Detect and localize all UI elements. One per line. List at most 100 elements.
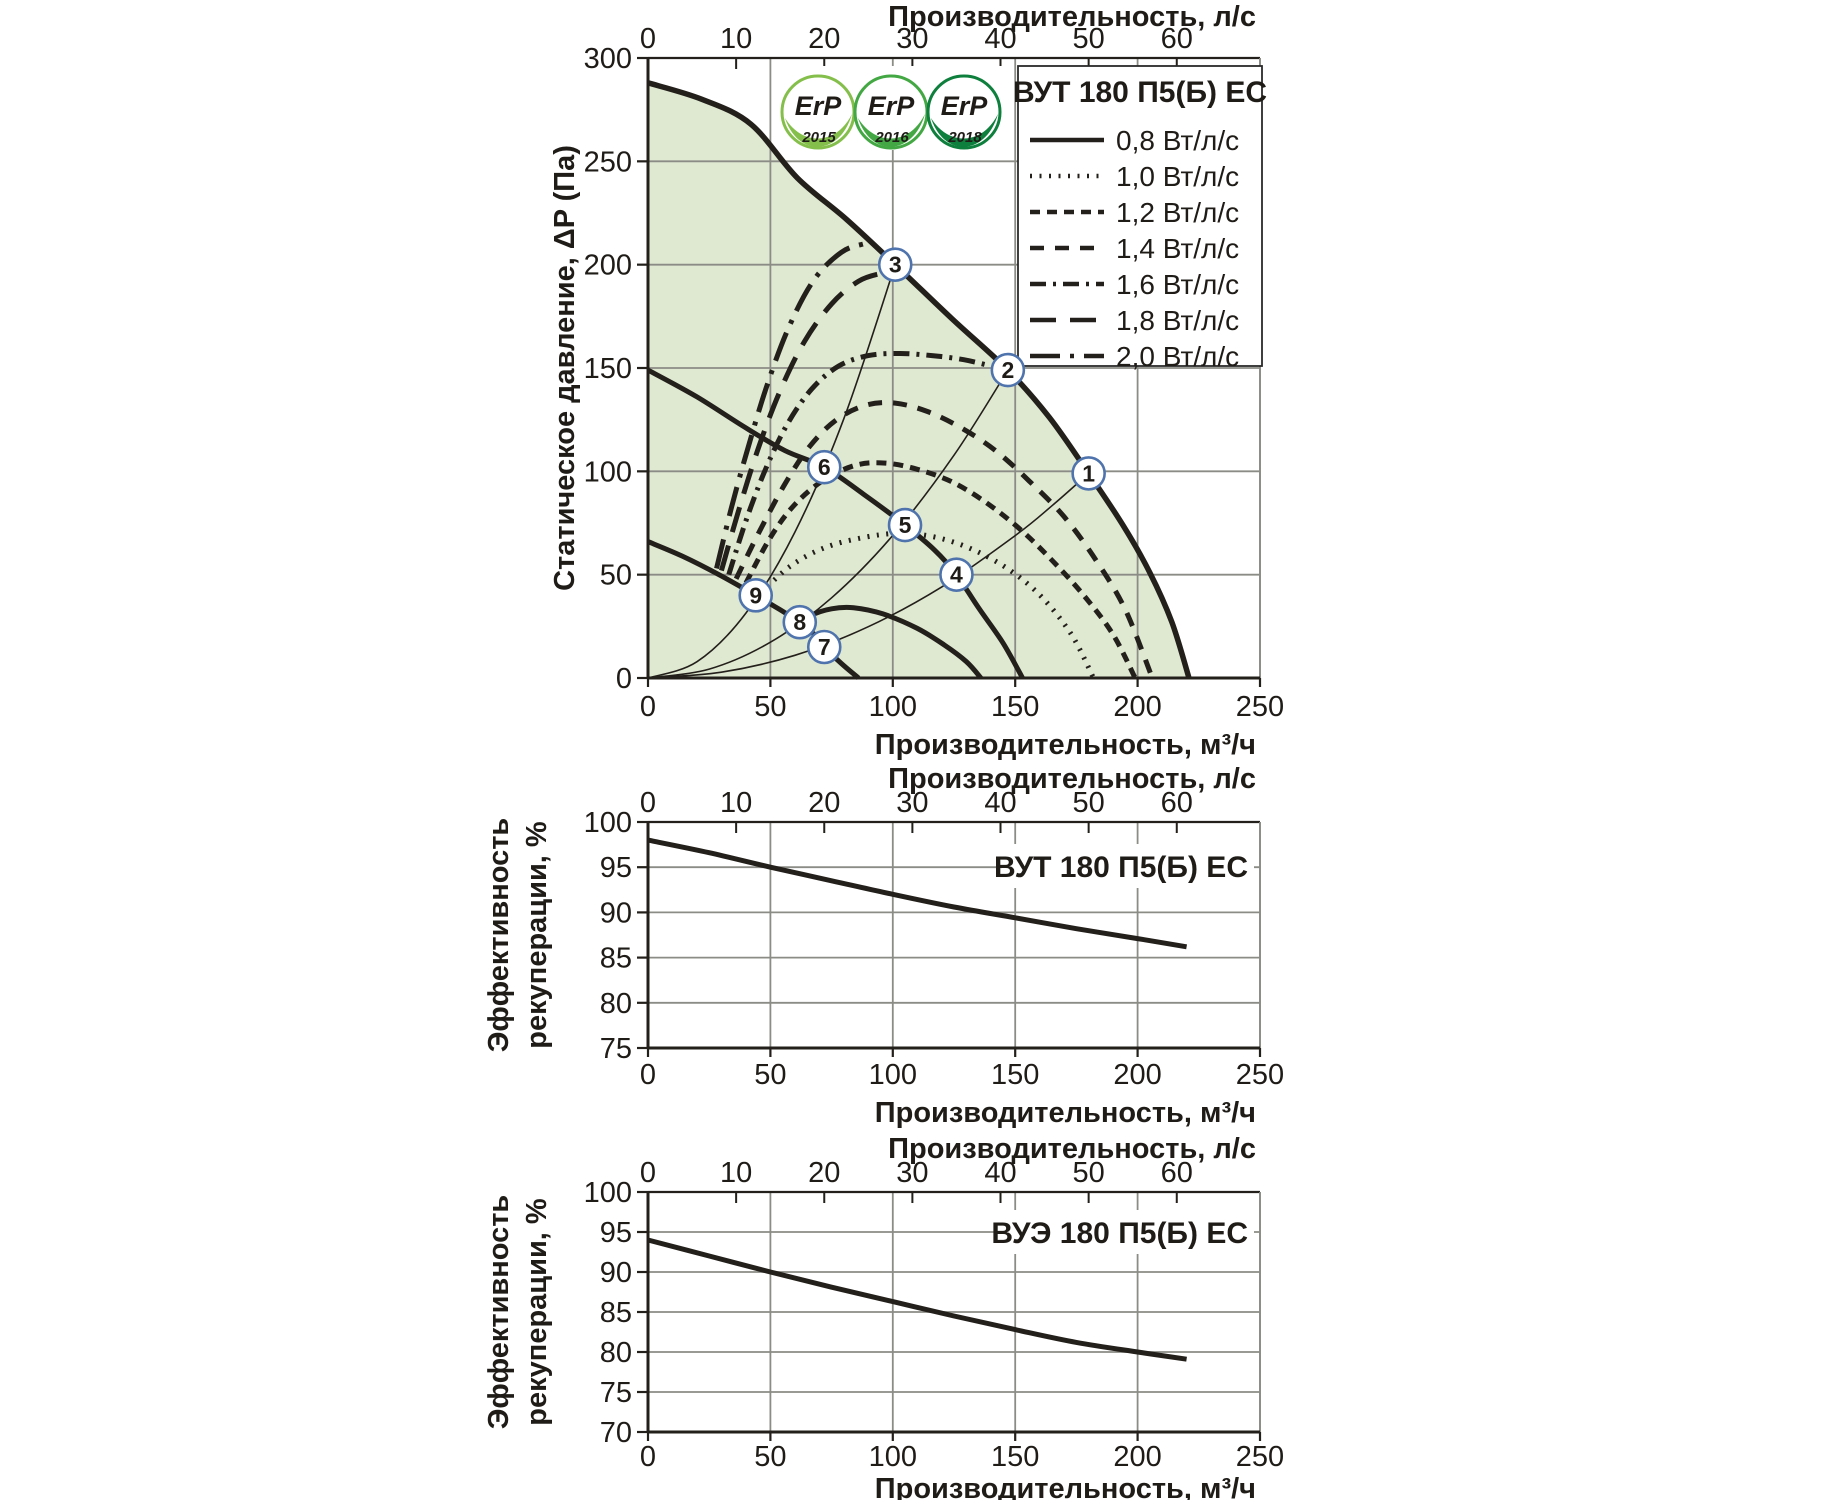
operating-point-marker-8: 8 bbox=[782, 604, 818, 640]
top-x-tick-label: 20 bbox=[808, 1157, 840, 1189]
y-tick-label: 100 bbox=[584, 1177, 632, 1209]
legend-item-label: 1,2 Вт/л/с bbox=[1116, 197, 1239, 228]
y-tick-label: 300 bbox=[584, 43, 632, 75]
operating-point-marker-6: 6 bbox=[806, 449, 842, 485]
x-tick-label: 50 bbox=[754, 1441, 786, 1473]
x-axis-title-top: Производительность, л/с bbox=[888, 1133, 1256, 1165]
y-tick-label: 100 bbox=[584, 807, 632, 839]
sfp-1,8-curve bbox=[719, 268, 898, 572]
erp-2015-badge-icon: ErP 2015 bbox=[780, 74, 856, 150]
operating-point-marker-3: 3 bbox=[877, 247, 913, 282]
title-mask bbox=[1002, 1210, 1254, 1254]
erp-2018-badge-icon: ErP 2018 bbox=[926, 74, 1002, 150]
operating-point-marker-7: 7 bbox=[806, 629, 842, 665]
marker-number: 1 bbox=[1082, 460, 1095, 486]
top-x-tick-label: 10 bbox=[720, 787, 752, 819]
legend-title: ВУТ 180 П5(Б) ЕС bbox=[1013, 76, 1267, 109]
top-x-tick-label: 0 bbox=[640, 1157, 656, 1189]
y-tick-label: 85 bbox=[600, 1297, 632, 1329]
top-x-tick-label: 40 bbox=[984, 787, 1016, 819]
top-x-tick-label: 40 bbox=[984, 23, 1016, 55]
top-x-tick-label: 30 bbox=[896, 23, 928, 55]
x-tick-label: 50 bbox=[754, 691, 786, 723]
marker-number: 7 bbox=[818, 634, 831, 660]
x-tick-label: 250 bbox=[1236, 691, 1284, 723]
operating-point-marker-1: 1 bbox=[1071, 456, 1106, 491]
legend-item-label: 1,4 Вт/л/с bbox=[1116, 233, 1239, 264]
y-tick-label: 100 bbox=[584, 456, 632, 488]
sfp-0,8-curve bbox=[786, 604, 983, 680]
top-x-tick-label: 60 bbox=[1161, 787, 1193, 819]
leaf-icon bbox=[858, 114, 925, 147]
y-axis-title: рекуперации, % bbox=[521, 821, 553, 1049]
legend-item-label: 1,0 Вт/л/с bbox=[1116, 161, 1239, 192]
x-tick-label: 250 bbox=[1236, 1441, 1284, 1473]
x-tick-label: 100 bbox=[869, 1059, 917, 1091]
top-x-tick-label: 50 bbox=[1073, 787, 1105, 819]
chart-title: ВУТ 180 П5(Б) ЕС bbox=[994, 851, 1248, 884]
marker-number: 9 bbox=[749, 582, 762, 608]
x-tick-label: 200 bbox=[1113, 1441, 1161, 1473]
y-tick-label: 50 bbox=[600, 560, 632, 592]
y-tick-label: 75 bbox=[600, 1033, 632, 1065]
x-tick-label: 0 bbox=[640, 1441, 656, 1473]
marker-number: 4 bbox=[950, 562, 963, 588]
marker-number: 3 bbox=[889, 252, 902, 278]
x-tick-label: 150 bbox=[991, 691, 1039, 723]
x-tick-label: 0 bbox=[640, 691, 656, 723]
x-axis-title-top: Производительность, л/с bbox=[888, 1, 1256, 33]
y-tick-label: 250 bbox=[584, 146, 632, 178]
top-x-tick-label: 0 bbox=[640, 23, 656, 55]
sfp-1,2-curve bbox=[743, 460, 1138, 680]
chart-title: ВУЭ 180 П5(Б) ЕС bbox=[991, 1217, 1248, 1250]
y-tick-label: 80 bbox=[600, 1337, 632, 1369]
top-x-tick-label: 60 bbox=[1161, 1157, 1193, 1189]
y-axis-title: Статическое давление, ΔP (Па) bbox=[549, 145, 581, 591]
recovery-efficiency-curve bbox=[647, 1237, 1187, 1362]
x-tick-label: 0 bbox=[640, 1059, 656, 1091]
operating-region bbox=[648, 82, 1189, 679]
top-x-tick-label: 50 bbox=[1073, 1157, 1105, 1189]
fan-curve-max-speed bbox=[647, 80, 1192, 679]
legend-item-label: 0,8 Вт/л/с bbox=[1116, 125, 1239, 156]
marker-number: 2 bbox=[1001, 357, 1014, 383]
system-curve-through-2-5-8 bbox=[647, 369, 1009, 679]
legend-item-label: 1,6 Вт/л/с bbox=[1116, 269, 1239, 300]
y-tick-label: 75 bbox=[600, 1377, 632, 1409]
sfp-1,0-curve bbox=[758, 530, 1096, 680]
top-x-tick-label: 60 bbox=[1161, 23, 1193, 55]
erp-badge-year: 2018 bbox=[947, 129, 982, 146]
x-tick-label: 200 bbox=[1113, 691, 1161, 723]
marker-number: 6 bbox=[818, 454, 831, 480]
x-axis-title-bottom: Производительность, м³/ч bbox=[875, 729, 1256, 761]
erp-2016-badge-icon: ErP 2016 bbox=[853, 74, 929, 150]
y-tick-label: 70 bbox=[600, 1417, 632, 1449]
marker-number: 8 bbox=[793, 609, 806, 635]
sfp-1,4-curve bbox=[733, 400, 1155, 679]
top-x-tick-label: 10 bbox=[720, 23, 752, 55]
system-curve-through-3-6-9 bbox=[647, 264, 896, 679]
y-axis-title: рекуперации, % bbox=[521, 1198, 553, 1426]
top-x-tick-label: 50 bbox=[1073, 23, 1105, 55]
chart-heat-recovery-efficiency-chart-vut: 0 50 100 150 200 250 0 10 20 30 40 50 60 75 80 85 90 95 10… bbox=[483, 763, 1284, 1129]
x-tick-label: 50 bbox=[754, 1059, 786, 1091]
x-axis-title-top: Производительность, л/с bbox=[888, 763, 1256, 795]
x-tick-label: 250 bbox=[1236, 1059, 1284, 1091]
leaf-icon bbox=[931, 114, 998, 147]
y-tick-label: 95 bbox=[600, 1217, 632, 1249]
y-tick-label: 0 bbox=[616, 663, 632, 695]
top-x-tick-label: 40 bbox=[984, 1157, 1016, 1189]
y-tick-label: 90 bbox=[600, 1257, 632, 1289]
top-x-tick-label: 30 bbox=[896, 1157, 928, 1189]
operating-point-marker-2: 2 bbox=[990, 352, 1026, 388]
x-tick-label: 150 bbox=[991, 1059, 1039, 1091]
y-tick-label: 80 bbox=[600, 988, 632, 1020]
erp-badge-year: 2016 bbox=[874, 129, 909, 146]
y-tick-label: 95 bbox=[600, 852, 632, 884]
x-tick-label: 100 bbox=[869, 691, 917, 723]
y-tick-label: 85 bbox=[600, 943, 632, 975]
y-axis-title: Эффективность bbox=[483, 1195, 515, 1430]
chart-fan-performance-chart: 0 50 100 150 200 250 0 10 20 30 40 50 60 0 50 100 150 200… bbox=[549, 1, 1284, 761]
